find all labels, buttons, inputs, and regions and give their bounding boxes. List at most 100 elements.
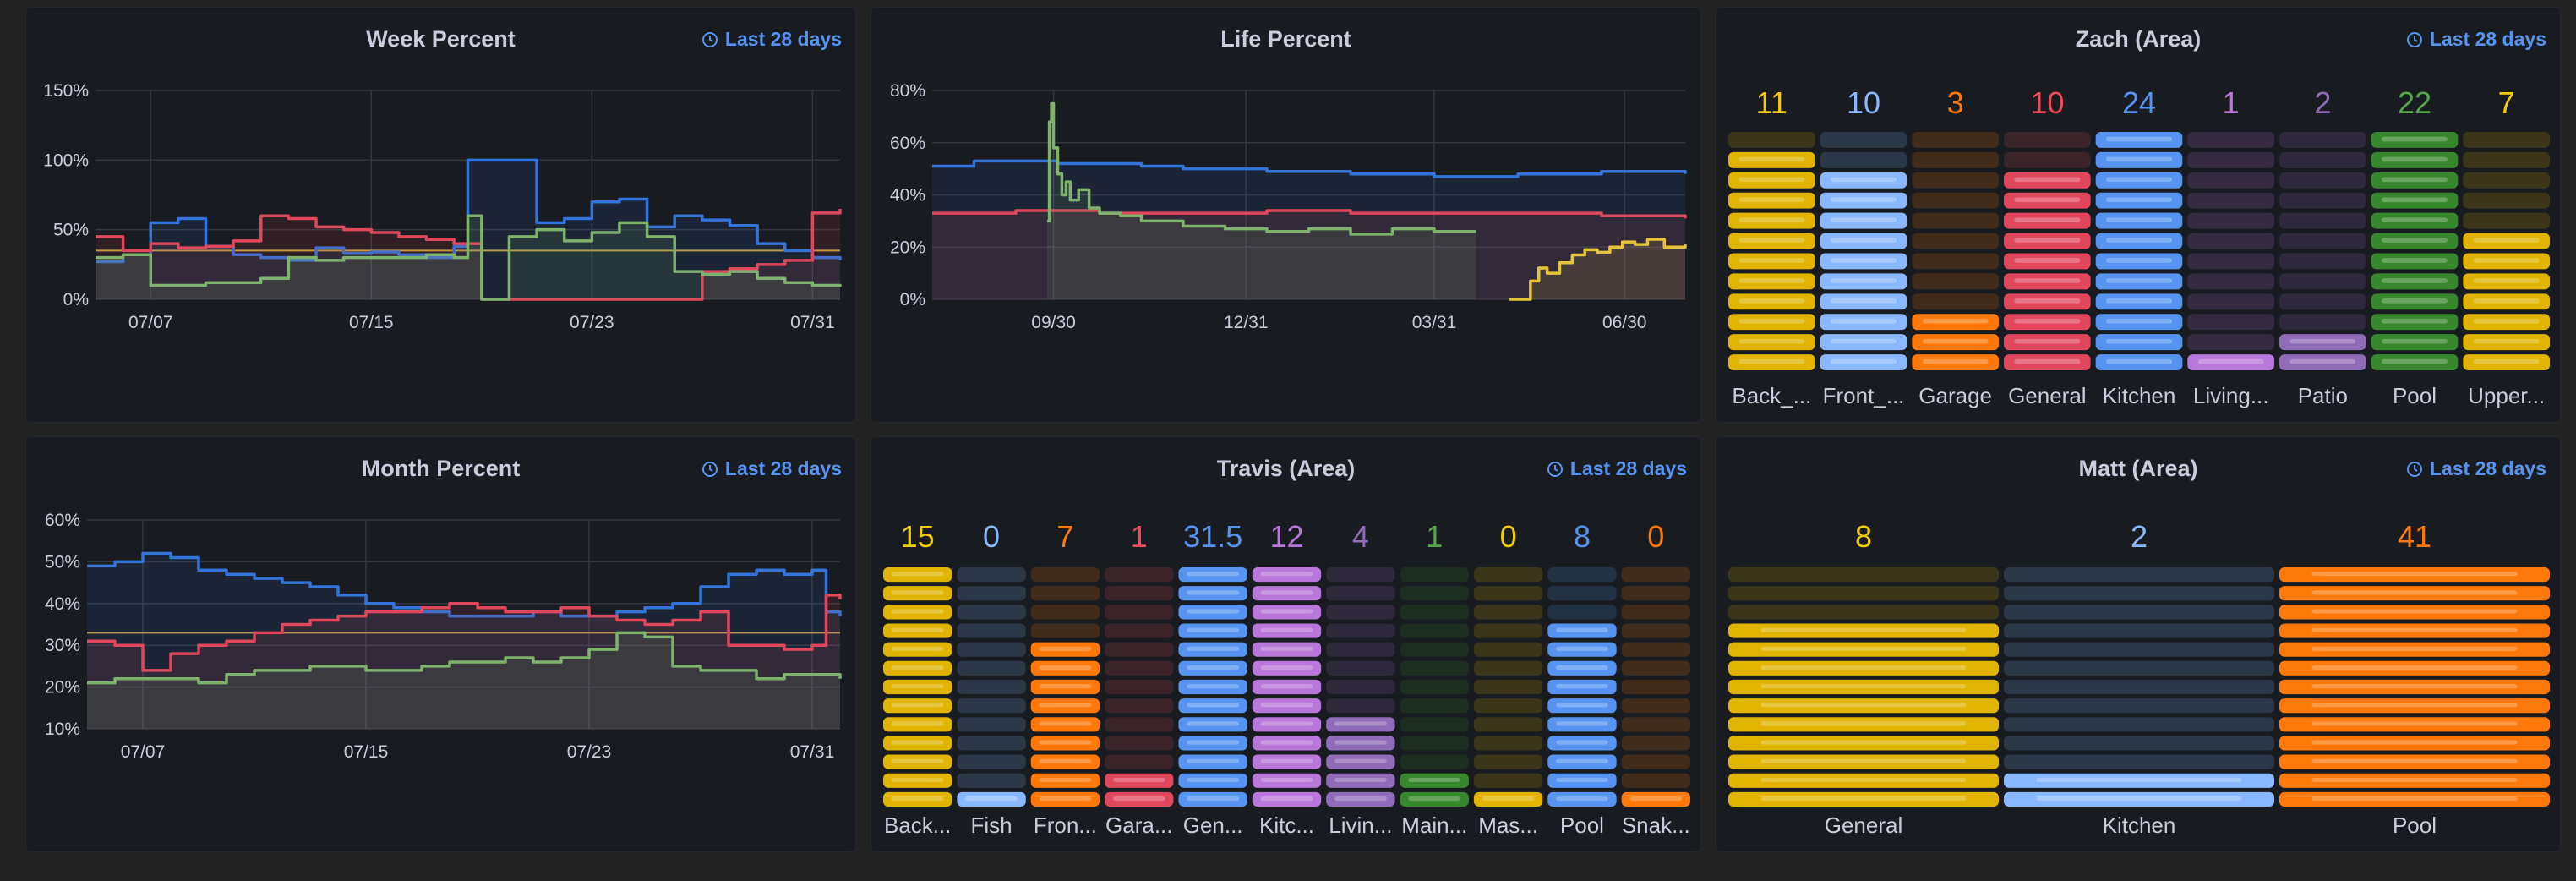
gauge-value: 22 [2398, 85, 2431, 120]
gauge-segment-glow [2105, 177, 2173, 183]
gauge-segment-lit [2095, 273, 2183, 290]
gauge-segment-lit [2279, 679, 2550, 695]
gauge-segment-glow [1556, 646, 1608, 651]
time-range-button[interactable]: Last 28 days [2406, 28, 2546, 51]
panel-life-percent: Life Percent 0% 20% 40% 60% 80% 09/30 12/31 03/… [870, 7, 1701, 423]
gauge-segment-glow [2311, 758, 2518, 763]
gauge-segment-unlit [1326, 698, 1395, 714]
gauge-segment-glow [2105, 238, 2173, 243]
gauge-segment-unlit [957, 717, 1026, 732]
gauge-segment-unlit [957, 679, 1026, 695]
gauge-segment-unlit [1621, 586, 1690, 601]
gauge-segment-lit [1030, 660, 1100, 676]
gauge-segment-lit [2371, 314, 2459, 331]
gauge-segment-unlit [1326, 642, 1395, 657]
gauge-segment-glow [1629, 796, 1683, 802]
gauge-segment-lit [1728, 717, 1999, 732]
gauge-segment-lit [1547, 623, 1617, 638]
series-line [87, 594, 842, 672]
gauge-value: 11 [1756, 85, 1787, 120]
gauge-label: Upper... [2468, 383, 2545, 408]
gauge-segment-glow [1334, 796, 1387, 802]
gauge-segment-glow [2014, 217, 2081, 223]
gauge-segment-glow [1830, 217, 1897, 223]
clock-icon [1547, 461, 1563, 477]
gauge-segment-glow [1039, 646, 1092, 651]
time-range-button[interactable]: Last 28 days [701, 28, 842, 51]
gauge-segment-glow [891, 684, 944, 689]
gauge-segment-unlit [2187, 334, 2274, 351]
gauge-segment-glow [1738, 358, 1805, 364]
gauge-segment-unlit [2187, 253, 2274, 270]
gauge-segment-lit [1728, 791, 1999, 807]
time-range-button[interactable]: Last 28 days [701, 457, 842, 480]
gauge-segment-glow [2289, 338, 2356, 344]
gauge-segment-glow [891, 721, 944, 726]
gauge-segment-glow [2473, 318, 2540, 324]
gauge-segment-unlit [957, 642, 1026, 657]
gauge-segment-lit [1728, 172, 1815, 189]
series-area [932, 211, 1685, 299]
gauge-segment-lit [1547, 660, 1617, 676]
series-line [1509, 238, 1687, 301]
gauge-segment-lit [883, 642, 952, 657]
gauge-segment-lit [2371, 253, 2459, 270]
gauge-segment-glow [1260, 609, 1313, 614]
time-range-button[interactable]: Last 28 days [2406, 457, 2546, 480]
gauge-segment-glow [1039, 758, 1092, 763]
y-tick-label: 20% [45, 678, 80, 698]
panel-title[interactable]: Zach (Area) [2075, 26, 2202, 52]
gauge-segment-lit [2279, 736, 2550, 751]
gauge-label: Kitchen [2103, 383, 2176, 408]
gauge-segment-lit [2279, 334, 2366, 351]
panel-title[interactable]: Week Percent [366, 26, 516, 52]
gauge-segment-lit [1178, 754, 1247, 769]
y-tick-label: 0% [63, 290, 89, 309]
y-tick-label: 40% [45, 594, 80, 614]
gauge-segment-lit [1728, 293, 1815, 310]
gauge-segment-lit [2095, 151, 2183, 168]
gauge-segment-lit [2463, 233, 2550, 249]
y-tick-label: 0% [900, 290, 925, 309]
panel-title[interactable]: Travis (Area) [1216, 456, 1356, 481]
gauge-segment-glow [1738, 238, 1805, 243]
gauge-segment-unlit [1473, 567, 1543, 583]
time-range-button[interactable]: Last 28 days [1547, 457, 1687, 480]
gauge-segment-lit [2463, 293, 2550, 310]
gauge-segment-glow [2014, 177, 2081, 183]
gauge-segment-glow [2311, 572, 2518, 577]
gauge-segment-unlit [1621, 717, 1690, 732]
gauge-segment-lit [2279, 567, 2550, 583]
gauge-segment-unlit [2004, 698, 2274, 714]
bar-gauge-travis: 15 Back... 0 Fish 7 Fron... 1 Gara... 31.5 Gen...… [883, 519, 1690, 838]
gauge-segment-lit [1178, 717, 1247, 732]
gauge-segment-glow [1556, 627, 1608, 632]
gauge-segment-lit [1728, 334, 1815, 351]
gauge-segment-glow [2381, 197, 2448, 203]
gauge-segment-glow [2014, 197, 2081, 203]
gauge-label: Kitchen [2103, 813, 2176, 838]
gauge-segment-unlit [1473, 623, 1543, 638]
gauge-segment-lit [1820, 354, 1907, 370]
time-range-label: Last 28 days [1569, 457, 1687, 479]
panel-title[interactable]: Matt (Area) [2078, 456, 2198, 481]
panel-title[interactable]: Life Percent [1220, 26, 1351, 52]
gauge-label: Pool [2393, 813, 2437, 838]
gauge-segment-unlit [1621, 660, 1690, 676]
gauge-segment-lit [1473, 791, 1543, 807]
gauge-segment-unlit [1912, 293, 1999, 310]
gauge-segment-unlit [2279, 151, 2366, 168]
gauge-segment-lit [1178, 698, 1247, 714]
gauge-label: Back_... [1732, 383, 1811, 408]
gauge-segment-lit [2371, 233, 2459, 249]
gauge-segment-glow [2105, 278, 2173, 283]
gauge-label: Livin... [1329, 813, 1392, 838]
gauge-segment-glow [1760, 627, 1967, 632]
gauge-segment-unlit [2187, 293, 2274, 310]
panel-title[interactable]: Month Percent [361, 456, 521, 481]
gauge-segment-glow [1830, 177, 1897, 183]
gauge-segment-lit [1728, 151, 1815, 168]
gauge-segment-unlit [1473, 660, 1543, 676]
panel-matt-area: Matt (Area) Last 28 days 8 General 2 Kitche… [1716, 436, 2561, 852]
y-tick-label: 100% [43, 150, 89, 170]
